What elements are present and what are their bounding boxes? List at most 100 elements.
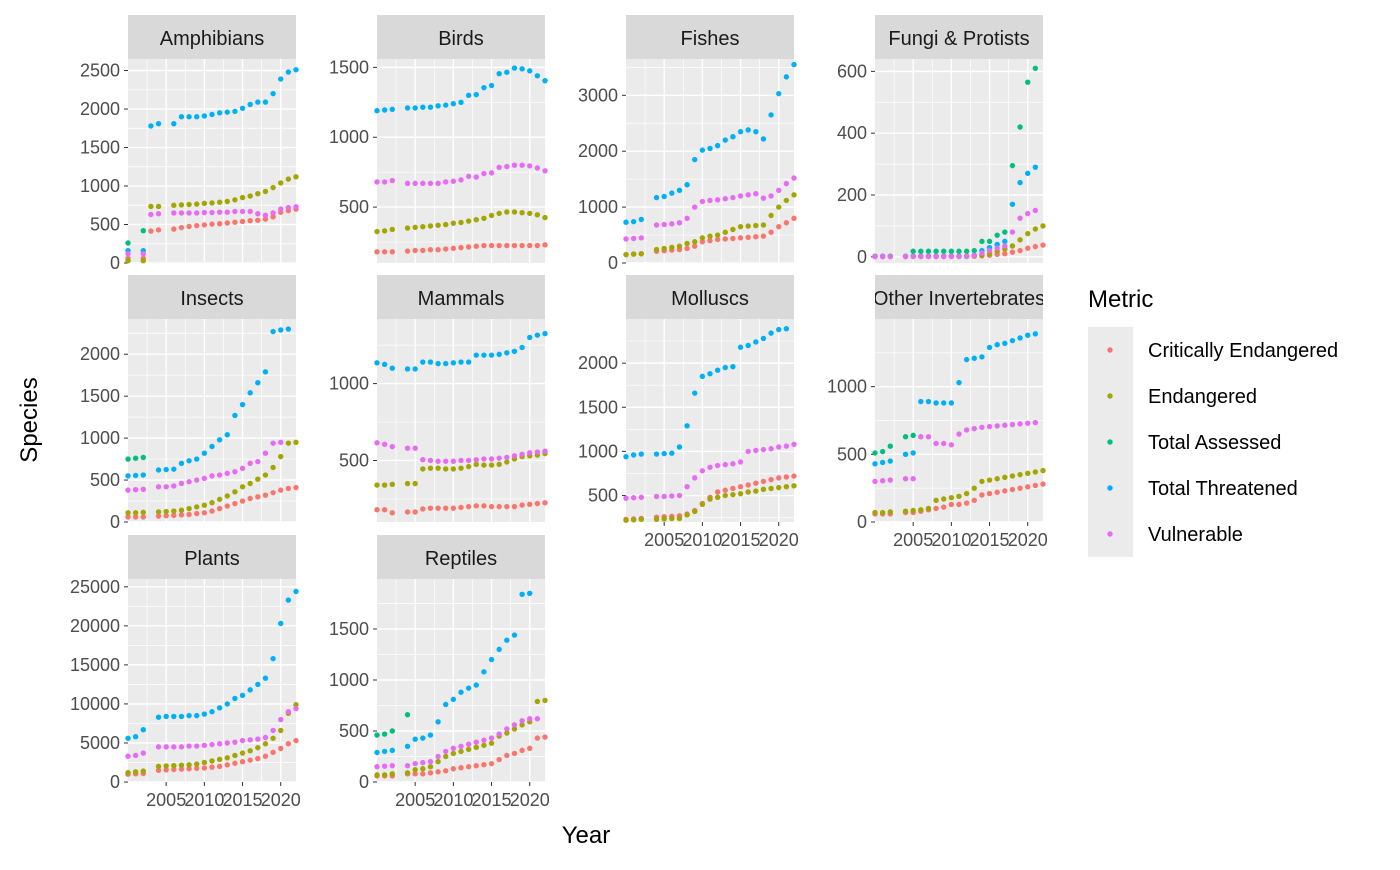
data-point — [427, 223, 434, 229]
data-point — [737, 344, 744, 350]
data-point — [381, 506, 388, 513]
data-point — [404, 105, 411, 111]
data-point — [201, 222, 208, 228]
data-point — [427, 457, 434, 464]
data-point — [155, 714, 162, 720]
y-tick-label: 0 — [359, 772, 369, 792]
data-point — [676, 515, 683, 522]
data-point — [1009, 243, 1016, 249]
data-point — [194, 504, 200, 510]
data-point — [519, 66, 525, 72]
data-point — [278, 180, 284, 186]
data-point — [630, 517, 637, 523]
data-point — [986, 423, 993, 430]
data-point — [496, 756, 502, 763]
data-point — [979, 250, 985, 256]
data-point — [224, 432, 230, 438]
data-point — [760, 195, 767, 201]
data-point — [527, 590, 533, 596]
data-point — [879, 253, 886, 260]
data-point — [155, 509, 162, 515]
data-point — [435, 505, 441, 511]
data-point — [879, 448, 886, 455]
data-point — [404, 248, 411, 254]
data-point — [527, 68, 533, 74]
data-point — [511, 750, 518, 757]
data-point — [722, 137, 728, 143]
data-point — [730, 363, 736, 370]
data-point — [186, 766, 192, 772]
data-point — [216, 741, 223, 747]
legend-key — [1107, 439, 1113, 445]
data-point — [381, 748, 388, 755]
data-point — [140, 514, 146, 520]
data-point — [488, 462, 495, 468]
data-point — [412, 180, 418, 187]
facet-panel: Fishes 0 1000 2000 3000 — [578, 15, 797, 273]
data-point — [209, 443, 215, 450]
data-point — [255, 458, 261, 465]
data-point — [404, 225, 411, 231]
data-point — [776, 475, 782, 481]
data-point — [488, 503, 495, 510]
data-point — [760, 136, 767, 142]
data-point — [722, 236, 728, 242]
data-point — [209, 508, 215, 514]
data-point — [224, 198, 230, 205]
data-point — [511, 348, 518, 354]
data-point — [285, 485, 292, 492]
data-point — [994, 489, 1000, 495]
data-point — [194, 114, 200, 120]
data-point — [481, 170, 487, 177]
x-tick-label: 2005 — [893, 530, 933, 550]
data-point — [994, 423, 1000, 429]
data-point — [278, 745, 284, 752]
y-tick-label: 500 — [339, 197, 369, 217]
data-point — [374, 506, 380, 513]
data-point — [488, 656, 495, 663]
data-point — [374, 107, 380, 114]
data-point — [278, 76, 284, 82]
facet-panel: Amphibians 0 500 1000 1500 2000 2500 — [80, 15, 299, 273]
data-point — [994, 245, 1000, 251]
data-point — [443, 701, 449, 708]
data-point — [420, 247, 426, 254]
data-point — [527, 210, 533, 217]
data-point — [427, 758, 434, 765]
data-point — [186, 201, 192, 208]
data-point — [381, 772, 388, 778]
data-point — [278, 327, 284, 333]
data-point — [684, 512, 690, 518]
data-point — [435, 719, 441, 725]
data-point — [178, 762, 185, 768]
data-point — [1025, 230, 1031, 237]
data-point — [707, 145, 713, 152]
data-point — [216, 756, 223, 763]
data-point — [527, 242, 533, 249]
legend-label: Total Threatened — [1148, 478, 1298, 500]
data-point — [155, 467, 162, 473]
data-point — [504, 730, 510, 736]
data-point — [745, 127, 751, 133]
data-point — [443, 768, 449, 774]
data-point — [389, 249, 395, 255]
data-point — [239, 759, 246, 765]
data-point — [714, 236, 721, 243]
data-point — [887, 509, 893, 515]
data-point — [194, 222, 200, 229]
data-point — [669, 493, 675, 499]
data-point — [956, 253, 962, 260]
data-point — [171, 766, 177, 773]
data-point — [872, 253, 878, 260]
data-point — [714, 232, 721, 238]
data-point — [699, 373, 706, 380]
data-point — [458, 504, 464, 511]
data-point — [458, 219, 464, 226]
data-point — [247, 687, 253, 693]
legend-label: Critically Endangered — [1148, 340, 1338, 362]
data-point — [481, 503, 487, 509]
data-point — [1009, 229, 1016, 235]
data-point — [1017, 179, 1023, 186]
data-point — [979, 478, 985, 485]
